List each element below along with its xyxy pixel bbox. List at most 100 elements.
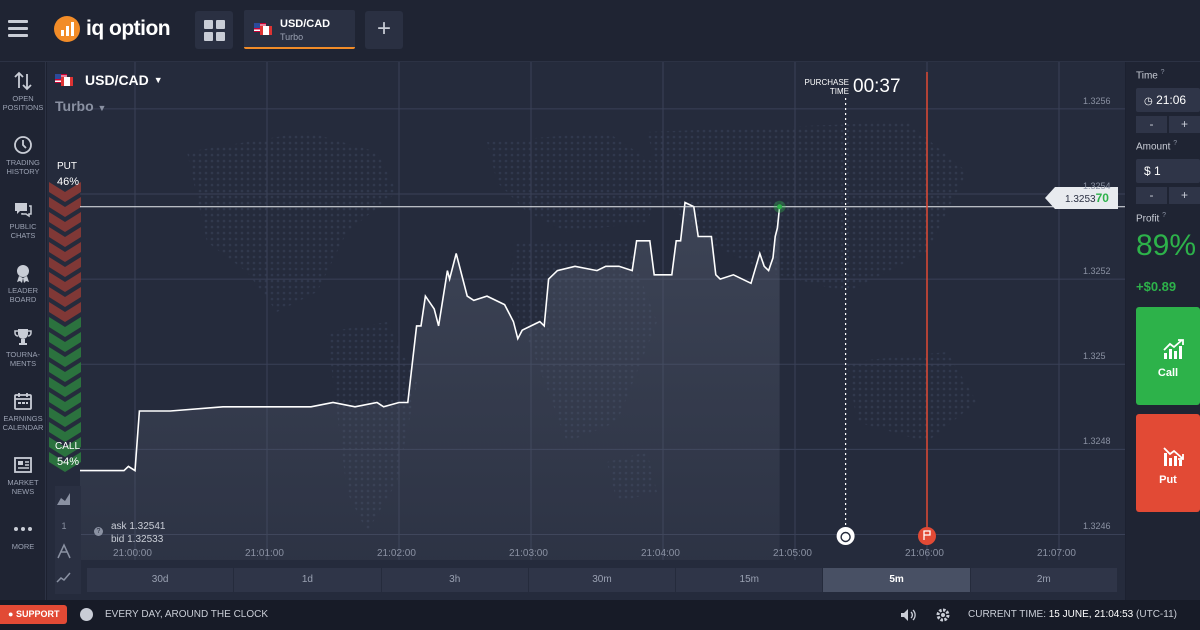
timeframe-2m[interactable]: 2m xyxy=(971,568,1118,592)
amount-field[interactable]: $ 1 xyxy=(1136,159,1200,183)
put-button-label: Put xyxy=(1159,474,1177,486)
sidebar-item-earnings-calendar[interactable]: EARNINGS CALENDAR xyxy=(0,390,46,432)
area-chart-icon[interactable] xyxy=(55,490,73,508)
time-increase-button[interactable]: + xyxy=(1169,116,1200,133)
more-icon xyxy=(14,527,32,531)
amount-decrease-button[interactable]: - xyxy=(1136,187,1167,204)
y-tick-label: 1.325 xyxy=(1083,351,1106,362)
put-ratio-segment xyxy=(49,197,81,217)
call-ratio-segment xyxy=(49,317,81,337)
ask-price: ask 1.32541 xyxy=(111,521,166,532)
help-icon: ? xyxy=(1160,69,1165,76)
trade-panel: Time ? ◷ 21:06 - + Amount ? $ 1 - + Profit… xyxy=(1126,62,1200,600)
ask-bid-readout: ask 1.32541 bid 1.32533 xyxy=(111,520,166,546)
x-tick-label: 21:02:00 xyxy=(377,548,416,559)
expiry-time-field[interactable]: ◷ 21:06 xyxy=(1136,88,1200,112)
chat-icon xyxy=(15,203,32,218)
sidebar-item-open-positions[interactable]: OPEN POSITIONS xyxy=(0,70,46,112)
logo[interactable]: iq option xyxy=(54,16,171,42)
x-tick-label: 21:04:00 xyxy=(641,548,680,559)
call-ratio-segment xyxy=(49,422,81,442)
amount-increase-button[interactable]: + xyxy=(1169,187,1200,204)
indicator-icon[interactable] xyxy=(55,542,73,560)
pair-name: USD/CAD xyxy=(85,72,149,88)
sidebar-item-leader-board[interactable]: LEADER BOARD xyxy=(0,262,46,304)
price-chart[interactable]: USD/CAD ▼ Turbo ▼ PUT 46% CALL 54% PURCH… xyxy=(47,62,1125,600)
sidebar-item-market-news[interactable]: MARKET NEWS xyxy=(0,454,46,496)
purchase-time-label: PURCHASE TIME xyxy=(804,78,849,96)
timeframe-1d[interactable]: 1d xyxy=(234,568,382,592)
purchase-time-countdown: 00:37 xyxy=(853,76,901,97)
put-ratio-segment xyxy=(49,242,81,262)
bid-price: bid 1.32533 xyxy=(111,534,164,545)
footer-bar: ● SUPPORT EVERY DAY, AROUND THE CLOCK CU… xyxy=(0,600,1200,630)
call-ratio-segment xyxy=(49,452,81,472)
history-icon xyxy=(14,136,32,154)
chevron-down-icon: ▼ xyxy=(153,75,163,85)
current-price-dot xyxy=(777,204,783,210)
call-ratio-segment xyxy=(49,347,81,367)
sidebar-item-tournaments[interactable]: TOURNA-MENTS xyxy=(0,326,46,368)
clock-icon xyxy=(80,608,93,621)
timeframe-30m[interactable]: 30m xyxy=(529,568,677,592)
usd-cad-flag-icon xyxy=(55,74,73,86)
asset-tab-type: Turbo xyxy=(280,32,304,42)
call-ratio-value: 54% xyxy=(57,456,80,468)
mode-selector[interactable]: Turbo ▼ xyxy=(55,98,106,114)
drawing-tools-icon[interactable] xyxy=(55,568,73,586)
info-icon[interactable]: ? xyxy=(94,527,103,536)
price-area-fill xyxy=(80,202,780,560)
x-tick-label: 21:00:00 xyxy=(113,548,152,559)
support-label: SUPPORT xyxy=(15,609,60,619)
sidebar-item-more[interactable]: MORE xyxy=(0,518,46,551)
top-bar: iq option USD/CAD Turbo + xyxy=(0,0,1200,62)
amount-label: Amount ? xyxy=(1136,140,1178,153)
profit-label: Profit ? xyxy=(1136,212,1167,225)
pair-selector[interactable]: USD/CAD ▼ xyxy=(55,72,163,88)
put-ratio-label: PUT xyxy=(57,161,77,172)
sidebar-item-label: MARKET NEWS xyxy=(7,478,39,496)
asset-grid-button[interactable] xyxy=(195,11,233,49)
time-markers xyxy=(836,72,936,545)
asset-tab-usd-cad[interactable]: USD/CAD Turbo xyxy=(244,10,355,49)
help-icon: ? xyxy=(1162,212,1167,219)
put-ratio-segment xyxy=(49,257,81,277)
support-button[interactable]: ● SUPPORT xyxy=(0,605,68,624)
finish-flag-icon xyxy=(918,527,936,545)
gear-icon[interactable] xyxy=(935,607,951,623)
logo-text: iq option xyxy=(86,17,171,40)
sidebar-item-label: OPEN POSITIONS xyxy=(2,94,44,112)
help-icon: ? xyxy=(1173,140,1178,147)
price-chart-svg xyxy=(49,62,1125,560)
time-decrease-button[interactable]: - xyxy=(1136,116,1167,133)
hamburger-menu-icon[interactable] xyxy=(8,20,28,38)
x-tick-label: 21:03:00 xyxy=(509,548,548,559)
call-ratio-segment xyxy=(49,392,81,412)
put-button[interactable]: Put xyxy=(1136,414,1200,512)
timeframe-15m[interactable]: 15m xyxy=(676,568,824,592)
timeframe-5m[interactable]: 5m xyxy=(823,568,971,592)
put-ratio-segment xyxy=(49,212,81,232)
chevron-down-icon: ▼ xyxy=(97,103,107,113)
sidebar-item-label: PUBLIC CHATS xyxy=(9,222,37,240)
sound-icon[interactable] xyxy=(900,608,916,622)
timeframe-3h[interactable]: 3h xyxy=(382,568,529,592)
timeframe-30d[interactable]: 30d xyxy=(87,568,235,592)
timeframe-bar: 30d 1d 3h 30m 15m 5m 2m xyxy=(87,568,1118,592)
call-ratio-label: CALL xyxy=(55,441,81,452)
usd-cad-flag-icon xyxy=(254,23,272,35)
mode-label: Turbo xyxy=(55,98,94,114)
y-tick-label: 1.3248 xyxy=(1083,436,1111,447)
call-ratio-segment xyxy=(49,332,81,352)
profit-percent: 89% xyxy=(1136,229,1197,262)
add-asset-button[interactable]: + xyxy=(365,11,403,49)
y-tick-label: 1.3252 xyxy=(1083,266,1111,277)
sidebar-item-public-chats[interactable]: PUBLIC CHATS xyxy=(0,198,46,240)
news-icon xyxy=(14,457,32,473)
put-ratio-segment xyxy=(49,272,81,292)
call-button[interactable]: Call xyxy=(1136,307,1200,405)
sidebar-item-trading-history[interactable]: TRADING HISTORY xyxy=(0,134,46,176)
timeframe-icon[interactable]: 1 xyxy=(55,516,73,534)
sidebar-item-label: MORE xyxy=(11,542,35,551)
amount-stepper: - + xyxy=(1136,187,1200,204)
